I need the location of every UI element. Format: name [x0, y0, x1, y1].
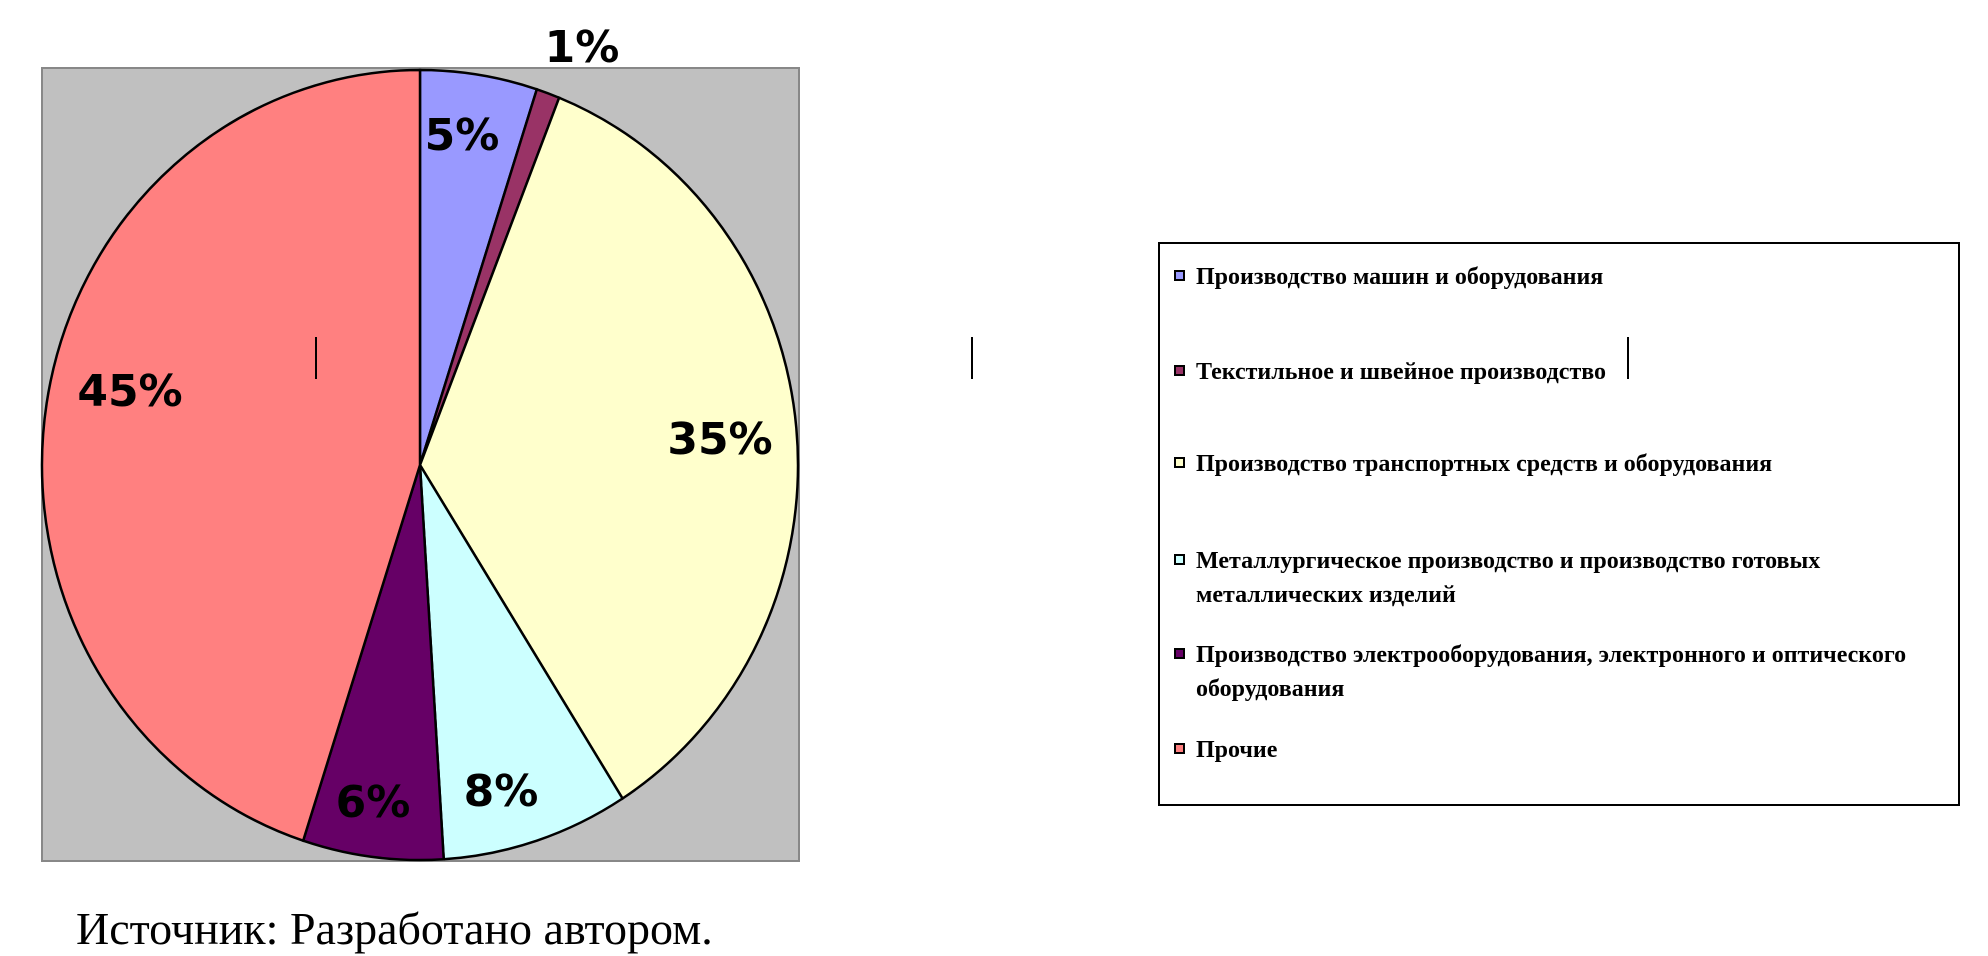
legend-item: Металлургическое производство и производ… — [1174, 544, 1956, 612]
legend-label: Текстильное и швейное производство — [1196, 359, 1607, 385]
data-label: 1% — [545, 22, 620, 73]
data-label: 45% — [77, 366, 182, 417]
data-label: 5% — [425, 110, 500, 161]
pie-slice — [418, 464, 625, 861]
divider-mark — [1627, 337, 1629, 379]
data-label: 8% — [464, 766, 539, 817]
divider-mark — [971, 337, 973, 379]
legend-swatch — [1174, 554, 1185, 565]
source-note: Источник: Разработано автором. — [76, 903, 713, 954]
legend-item: Прочие — [1174, 733, 1956, 767]
legend-swatch — [1174, 743, 1185, 754]
legend: Производство машин и оборудования Текстил… — [1158, 242, 1960, 806]
data-label: 6% — [336, 777, 411, 828]
legend-item: Производство транспортных средств и обор… — [1174, 447, 1956, 481]
legend-item: Текстильное и швейное производство — [1174, 355, 1956, 389]
pie-slice — [40, 68, 422, 843]
divider-mark — [315, 337, 317, 379]
legend-swatch — [1174, 648, 1185, 659]
legend-swatch — [1174, 457, 1185, 468]
legend-label: Производство электрооборудования, электр… — [1196, 642, 1907, 702]
legend-item: Производство машин и оборудования — [1174, 260, 1956, 294]
pie-slice — [301, 464, 446, 862]
legend-swatch — [1174, 365, 1185, 376]
legend-label: Металлургическое производство и производ… — [1196, 548, 1821, 608]
data-label: 35% — [667, 414, 772, 465]
pie-slice — [418, 96, 800, 801]
legend-swatch — [1174, 270, 1185, 281]
legend-label: Прочие — [1196, 737, 1278, 763]
legend-label: Производство машин и оборудования — [1196, 264, 1604, 290]
legend-item: Производство электрооборудования, электр… — [1174, 638, 1956, 706]
legend-label: Производство транспортных средств и обор… — [1196, 451, 1773, 477]
